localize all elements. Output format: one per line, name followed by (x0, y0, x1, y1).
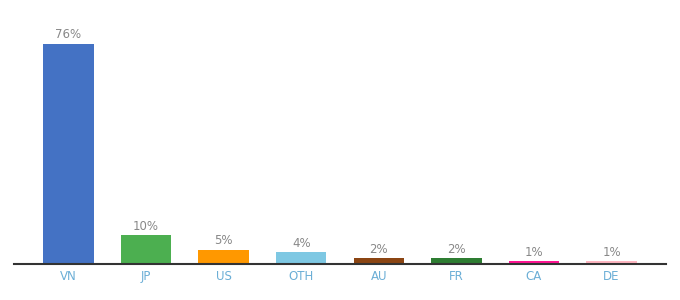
Text: 1%: 1% (525, 246, 543, 259)
Bar (354, 258, 404, 264)
Bar (199, 250, 249, 264)
Bar (121, 235, 171, 264)
Text: 2%: 2% (369, 243, 388, 256)
Text: 10%: 10% (133, 220, 159, 233)
Bar (509, 261, 559, 264)
Bar (276, 252, 326, 264)
Text: 1%: 1% (602, 246, 621, 259)
Bar (431, 258, 481, 264)
Bar (44, 44, 94, 264)
Text: 76%: 76% (56, 28, 82, 41)
Text: 5%: 5% (214, 234, 233, 247)
Text: 2%: 2% (447, 243, 466, 256)
Text: 4%: 4% (292, 237, 311, 250)
Bar (586, 261, 636, 264)
